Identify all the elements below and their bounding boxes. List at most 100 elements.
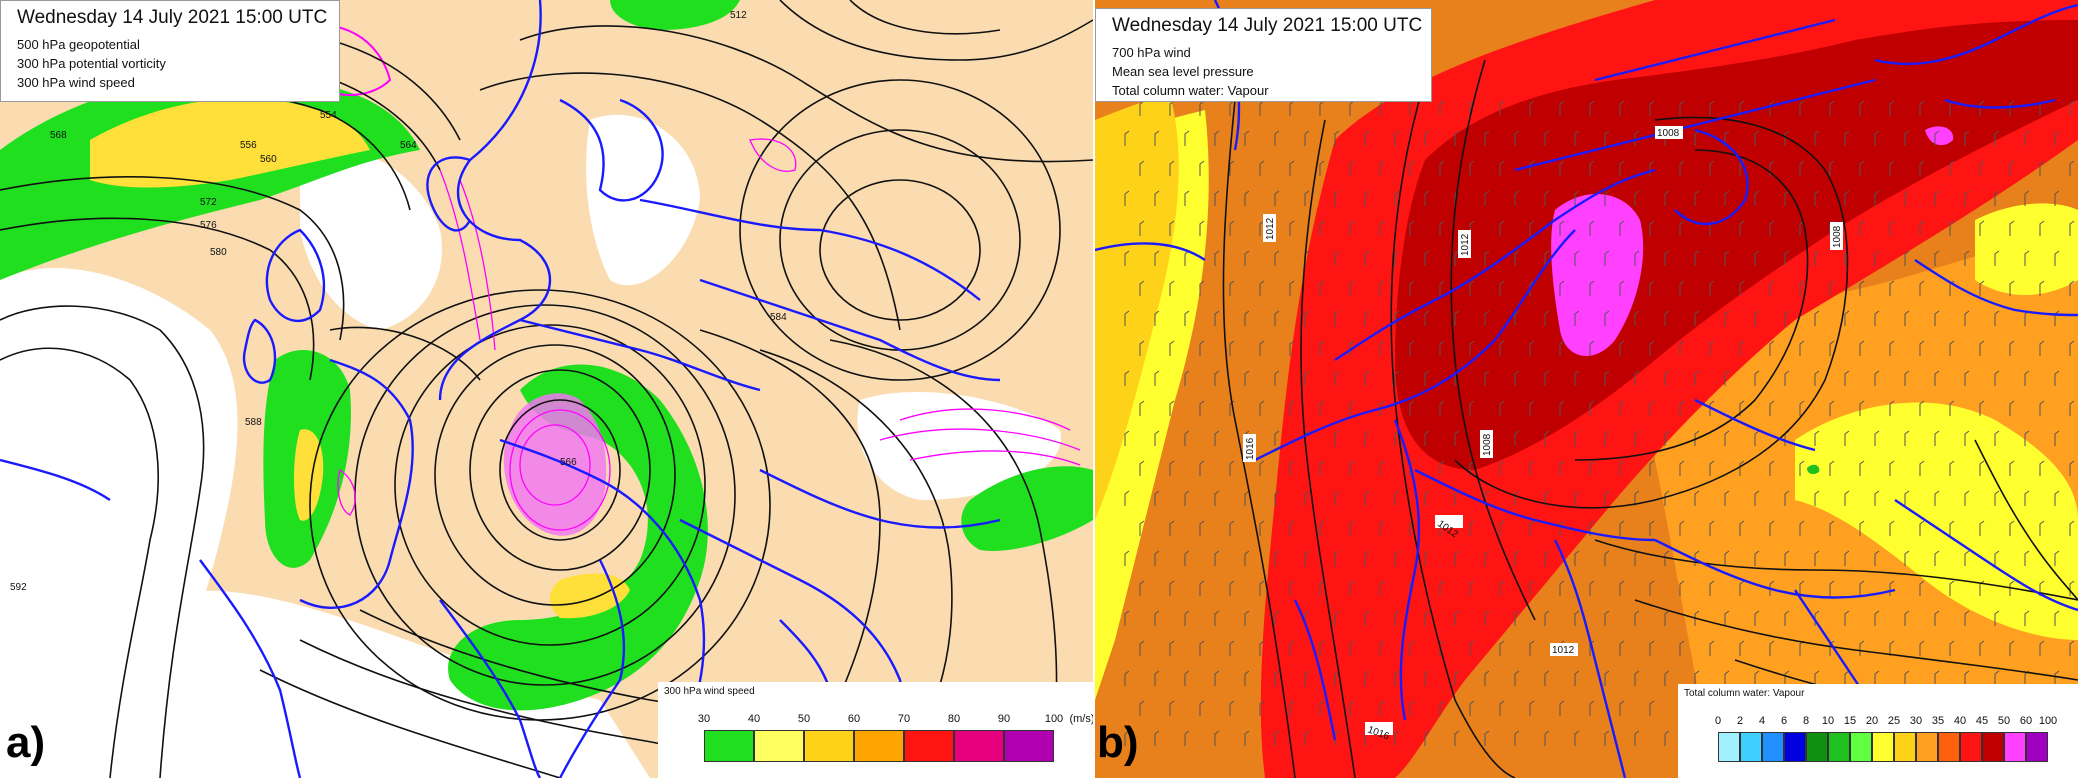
wind-barb: [1424, 310, 1430, 326]
wind-barb: [1604, 490, 1610, 506]
wind-barb: [1289, 280, 1295, 296]
legend-tick-label: 20: [1865, 715, 1879, 727]
wind-barb: [1364, 310, 1370, 326]
wind-barb: [1379, 400, 1385, 416]
wind-barb: [1829, 340, 1835, 356]
legend-tick-label: 25: [1887, 715, 1901, 727]
wind-barb: [1844, 490, 1850, 506]
legend-title: 300 hPa wind speed: [664, 686, 755, 697]
wind-barb: [1289, 640, 1295, 656]
wind-barbs: [1124, 100, 2075, 746]
wind-barb: [1889, 520, 1895, 536]
wind-barb: [1214, 670, 1220, 686]
wind-barb: [1184, 130, 1190, 146]
wind-barb: [1994, 490, 2000, 506]
wind-barb: [1949, 220, 1955, 236]
wind-barb: [1199, 340, 1205, 356]
wind-barb: [1319, 640, 1325, 656]
wind-barb: [1844, 670, 1850, 686]
wind-barb: [1964, 250, 1970, 266]
wind-barb: [1679, 340, 1685, 356]
wind-barb: [1964, 550, 1970, 566]
wind-barb: [1979, 160, 1985, 176]
wind-barb: [1244, 370, 1250, 386]
wind-barb: [1154, 490, 1160, 506]
wind-barb: [1259, 100, 1265, 116]
wind-barb: [1784, 250, 1790, 266]
wind-barb: [1274, 130, 1280, 146]
wind-barb: [1829, 100, 1835, 116]
wind-barb: [2069, 520, 2075, 536]
wind-barb: [1139, 400, 1145, 416]
wind-barb: [1709, 400, 1715, 416]
wind-barb: [1319, 520, 1325, 536]
wind-barb: [1409, 160, 1415, 176]
legend-tick-label: 0: [1714, 715, 1722, 727]
wind-barb: [1544, 550, 1550, 566]
wind-barb: [1889, 100, 1895, 116]
wind-barb: [2039, 220, 2045, 236]
wind-barb: [1229, 100, 1235, 116]
wind-barb: [2069, 280, 2075, 296]
wind-barb: [1229, 400, 1235, 416]
wind-barb: [1514, 670, 1520, 686]
wind-barb: [1619, 280, 1625, 296]
wind-barb: [1139, 100, 1145, 116]
wind-barb: [1709, 340, 1715, 356]
wind-barb: [1994, 190, 2000, 206]
wind-barb: [1829, 280, 1835, 296]
wind-barb: [1454, 670, 1460, 686]
wind-barb: [1814, 490, 1820, 506]
wind-barb: [1214, 550, 1220, 566]
wind-barb: [1154, 610, 1160, 626]
legend-tick-label: 8: [1802, 715, 1810, 727]
wind-barb: [1289, 580, 1295, 596]
wind-barb: [1259, 460, 1265, 476]
wind-barb: [1664, 310, 1670, 326]
wind-barb: [1184, 490, 1190, 506]
legend-tick-label: 45: [1975, 715, 1989, 727]
wind-barb: [1664, 190, 1670, 206]
wind-barb: [1694, 670, 1700, 686]
wind-barb: [1424, 190, 1430, 206]
wind-barb: [1844, 370, 1850, 386]
wind-barb: [1349, 460, 1355, 476]
wind-barb: [1919, 460, 1925, 476]
wind-barb: [1124, 190, 1130, 206]
wind-barb: [1649, 460, 1655, 476]
wind-barb: [1364, 670, 1370, 686]
wind-barb: [1619, 400, 1625, 416]
wind-barb: [2039, 580, 2045, 596]
wind-barb: [1289, 220, 1295, 236]
wind-barb: [1799, 340, 1805, 356]
wind-barb: [1649, 100, 1655, 116]
wind-barb: [1604, 190, 1610, 206]
wind-barb: [1874, 670, 1880, 686]
wind-barb: [1394, 130, 1400, 146]
wind-barb: [1529, 400, 1535, 416]
wind-barb: [1349, 520, 1355, 536]
wind-barb: [1349, 700, 1355, 716]
wind-barb: [1304, 310, 1310, 326]
wind-barb: [1979, 520, 1985, 536]
wind-barb: [1664, 430, 1670, 446]
legend-tick-label: 60: [847, 713, 861, 725]
wind-barb: [2069, 100, 2075, 116]
wind-barb: [1379, 580, 1385, 596]
wind-barb: [1574, 610, 1580, 626]
wind-barb: [1949, 340, 1955, 356]
wind-barb: [1199, 160, 1205, 176]
wind-barb: [1634, 370, 1640, 386]
wind-barb: [1349, 160, 1355, 176]
wind-barb: [1679, 520, 1685, 536]
wind-barb: [1784, 670, 1790, 686]
wind-barb: [1724, 190, 1730, 206]
contour-label: 588: [245, 417, 262, 428]
wind-barb: [1334, 130, 1340, 146]
contour-label: 554: [320, 110, 337, 121]
legend-color-swatch: [854, 730, 904, 762]
wind-barb: [1139, 700, 1145, 716]
wind-barb: [1394, 250, 1400, 266]
wind-barb: [1754, 670, 1760, 686]
panel-label-b: b): [1097, 718, 1139, 767]
